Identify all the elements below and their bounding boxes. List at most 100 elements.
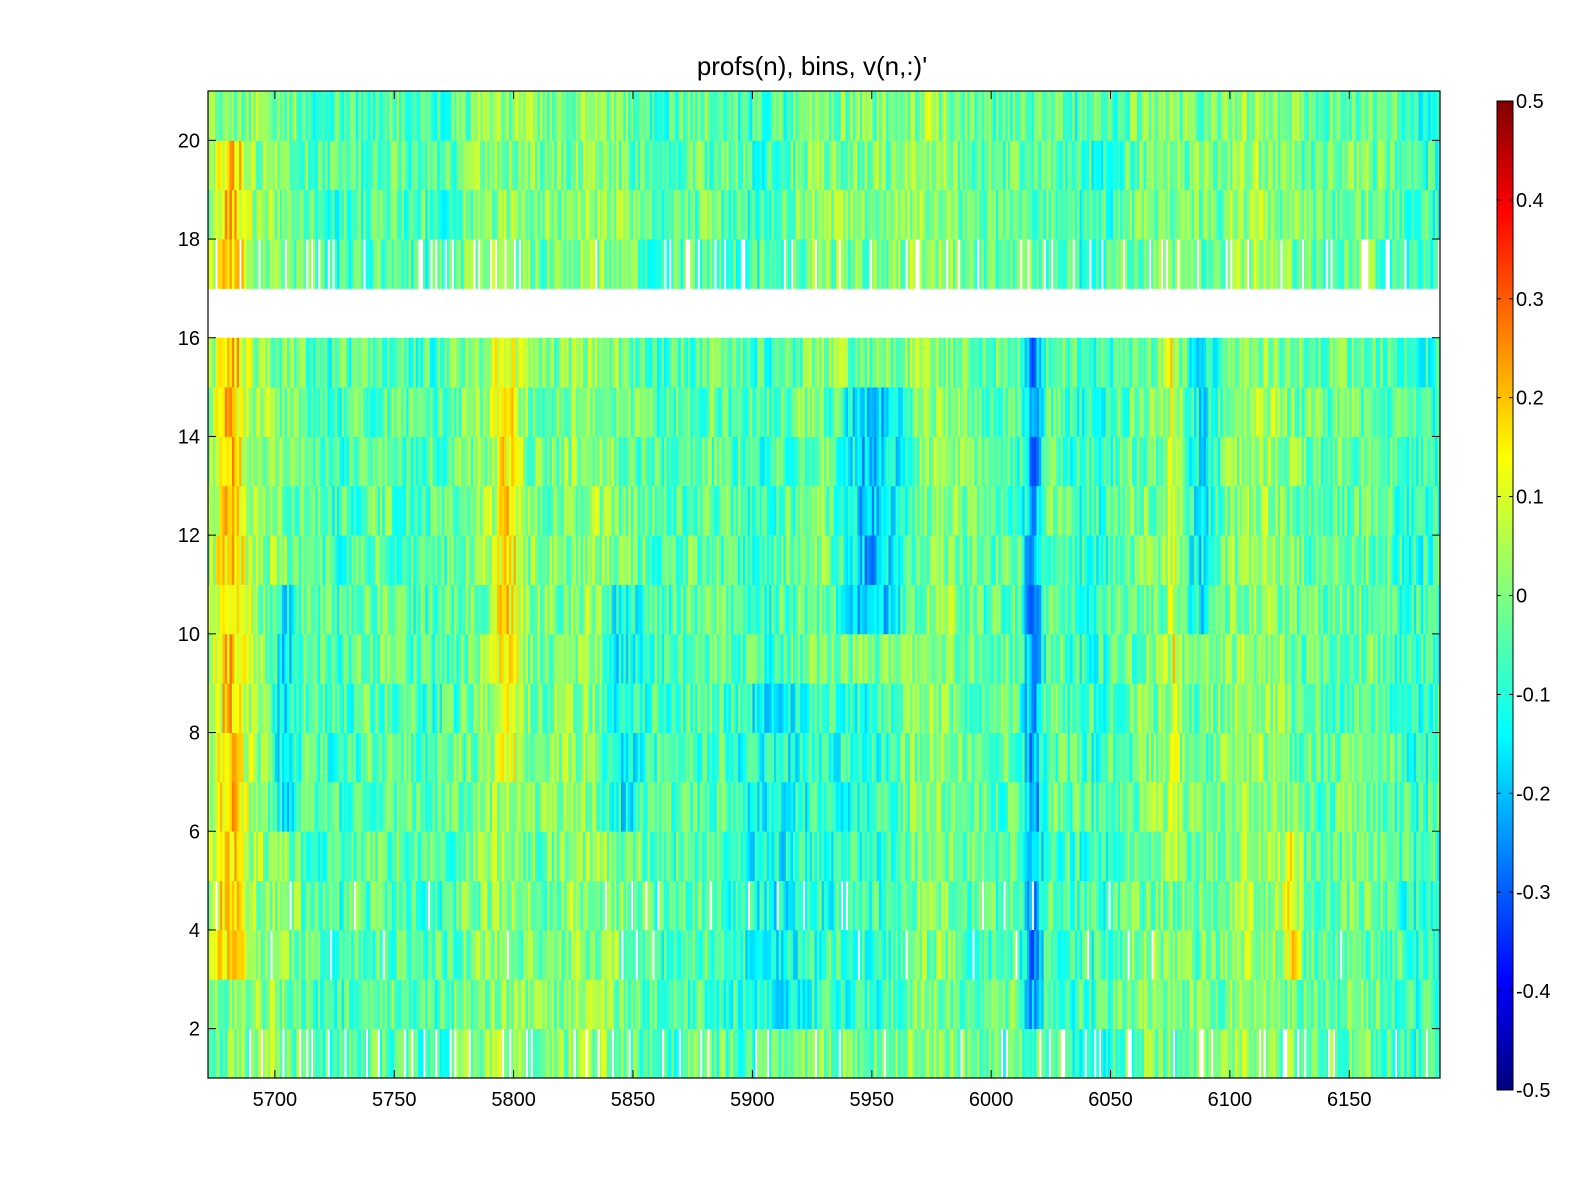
heatmap-cell [496, 387, 500, 437]
heatmap-cell [647, 189, 651, 240]
heatmap-cell [375, 239, 378, 289]
heatmap-cell [845, 732, 849, 783]
heatmap-cell [578, 239, 581, 289]
heatmap-cell [408, 387, 412, 437]
heatmap-cell [246, 535, 249, 585]
heatmap-cell [840, 436, 844, 487]
heatmap-cell [649, 535, 653, 585]
heatmap-cell [461, 140, 464, 191]
heatmap-cell [804, 781, 808, 832]
heatmap-cell [757, 337, 760, 388]
heatmap-cell [425, 880, 429, 931]
heatmap-cell [640, 91, 643, 141]
heatmap-cell [738, 387, 741, 437]
heatmap-cell [272, 140, 276, 191]
heatmap-cell [728, 831, 732, 881]
heatmap-cell [425, 189, 429, 240]
heatmap-cell [212, 189, 216, 240]
heatmap-cell [356, 535, 359, 585]
heatmap-cell [535, 732, 538, 783]
heatmap-cell [613, 929, 617, 980]
heatmap-cell [305, 633, 309, 684]
heatmap-cell [656, 387, 660, 437]
heatmap-cell [363, 387, 366, 437]
heatmap-cell [606, 436, 610, 487]
heatmap-cell [590, 189, 593, 240]
heatmap-cell [539, 979, 543, 1030]
heatmap-cell [327, 387, 331, 437]
heatmap-cell [246, 91, 249, 141]
heatmap-cell [434, 683, 438, 733]
heatmap-cell [790, 831, 794, 881]
heatmap-cell [332, 929, 335, 980]
heatmap-cell [499, 387, 503, 437]
heatmap-cell [513, 831, 517, 881]
heatmap-cell [468, 929, 472, 980]
heatmap-cell [628, 91, 632, 141]
heatmap-cell [344, 781, 347, 832]
heatmap-cell [680, 239, 684, 289]
heatmap-cell [463, 387, 467, 437]
heatmap-cell [635, 239, 639, 289]
heatmap-cell [606, 189, 610, 240]
heatmap-cell [828, 979, 832, 1030]
heatmap-cell [520, 880, 524, 931]
heatmap-cell [410, 929, 414, 980]
heatmap-cell [298, 189, 302, 240]
heatmap-cell [735, 880, 739, 931]
heatmap-cell [241, 781, 245, 832]
heatmap-cell [644, 1028, 648, 1079]
heatmap-cell [229, 1028, 233, 1079]
heatmap-cell [434, 91, 438, 141]
heatmap-cell [804, 732, 808, 783]
heatmap-cell [310, 929, 314, 980]
heatmap-cell [824, 584, 827, 635]
heatmap-cell [379, 831, 383, 881]
heatmap-cell [375, 831, 378, 881]
heatmap-cell [726, 436, 729, 487]
heatmap-cell [795, 683, 799, 733]
heatmap-cell [609, 189, 612, 240]
heatmap-cell [215, 387, 218, 437]
heatmap-cell [812, 535, 815, 585]
heatmap-cell [489, 929, 493, 980]
heatmap-cell [227, 436, 230, 487]
heatmap-cell [692, 337, 696, 388]
heatmap-cell [632, 189, 636, 240]
heatmap-cell [795, 337, 799, 388]
heatmap-cell [640, 485, 643, 536]
heatmap-cell [313, 239, 316, 289]
heatmap-cell [332, 436, 335, 487]
heatmap-cell [781, 732, 784, 783]
heatmap-cell [511, 831, 515, 881]
heatmap-cell [511, 189, 515, 240]
heatmap-cell [492, 831, 495, 881]
heatmap-cell [489, 140, 493, 191]
heatmap-cell [346, 239, 350, 289]
heatmap-cell [384, 239, 388, 289]
heatmap-cell [644, 584, 648, 635]
heatmap-cell [642, 485, 646, 536]
heatmap-cell [308, 929, 312, 980]
heatmap-cell [441, 732, 445, 783]
heatmap-cell [568, 929, 572, 980]
heatmap-cell [628, 485, 632, 536]
heatmap-cell [747, 979, 751, 1030]
heatmap-cell [733, 633, 737, 684]
heatmap-cell [769, 880, 772, 931]
heatmap-cell [709, 189, 713, 240]
heatmap-cell [590, 239, 593, 289]
heatmap-cell [785, 436, 789, 487]
heatmap-cell [437, 485, 440, 536]
heatmap-cell [575, 189, 579, 240]
heatmap-cell [360, 436, 364, 487]
heatmap-cell [506, 485, 510, 536]
heatmap-cell [391, 535, 395, 585]
heatmap-cell [282, 584, 285, 635]
heatmap-cell [812, 485, 815, 536]
heatmap-cell [210, 485, 214, 536]
heatmap-cell [508, 732, 512, 783]
heatmap-cell [828, 436, 832, 487]
heatmap-cell [227, 535, 230, 585]
heatmap-cell [530, 485, 534, 536]
